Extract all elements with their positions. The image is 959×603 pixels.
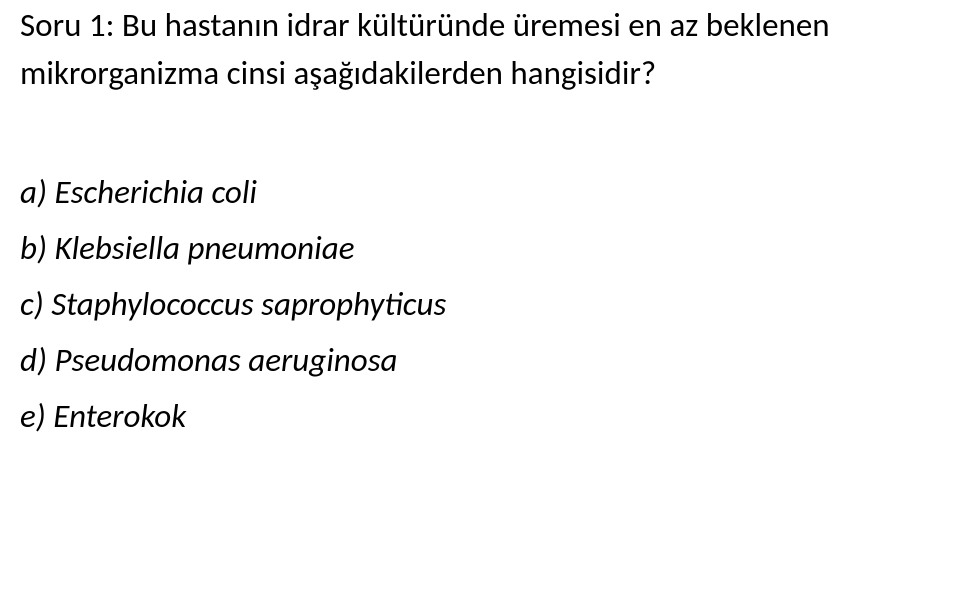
option-text: Staphylococcus saprophyticus	[51, 284, 446, 324]
option-c: c) Staphylococcus saprophyticus	[20, 288, 935, 321]
option-letter: c)	[20, 284, 44, 324]
options-list: a) Escherichia coli b) Klebsiella pneumo…	[20, 176, 935, 433]
option-letter: a)	[20, 172, 47, 212]
option-letter: e)	[20, 396, 46, 436]
option-a: a) Escherichia coli	[20, 176, 935, 209]
option-text: Pseudomonas aeruginosa	[54, 340, 397, 380]
option-letter: b)	[20, 228, 47, 268]
option-e: e) Enterokok	[20, 400, 935, 433]
option-text: Escherichia coli	[54, 172, 257, 212]
option-text: Klebsiella pneumoniae	[54, 228, 354, 268]
question-label: Soru 1:	[20, 5, 114, 45]
option-text: Enterokok	[53, 396, 186, 436]
document-page: Soru 1: Bu hastanın idrar kültüründe üre…	[0, 2, 959, 433]
option-letter: d)	[20, 340, 47, 380]
option-d: d) Pseudomonas aeruginosa	[20, 344, 935, 377]
question-text: Bu hastanın idrar kültüründe üremesi en …	[20, 5, 830, 93]
option-b: b) Klebsiella pneumoniae	[20, 232, 935, 265]
question-block: Soru 1: Bu hastanın idrar kültüründe üre…	[20, 2, 935, 98]
